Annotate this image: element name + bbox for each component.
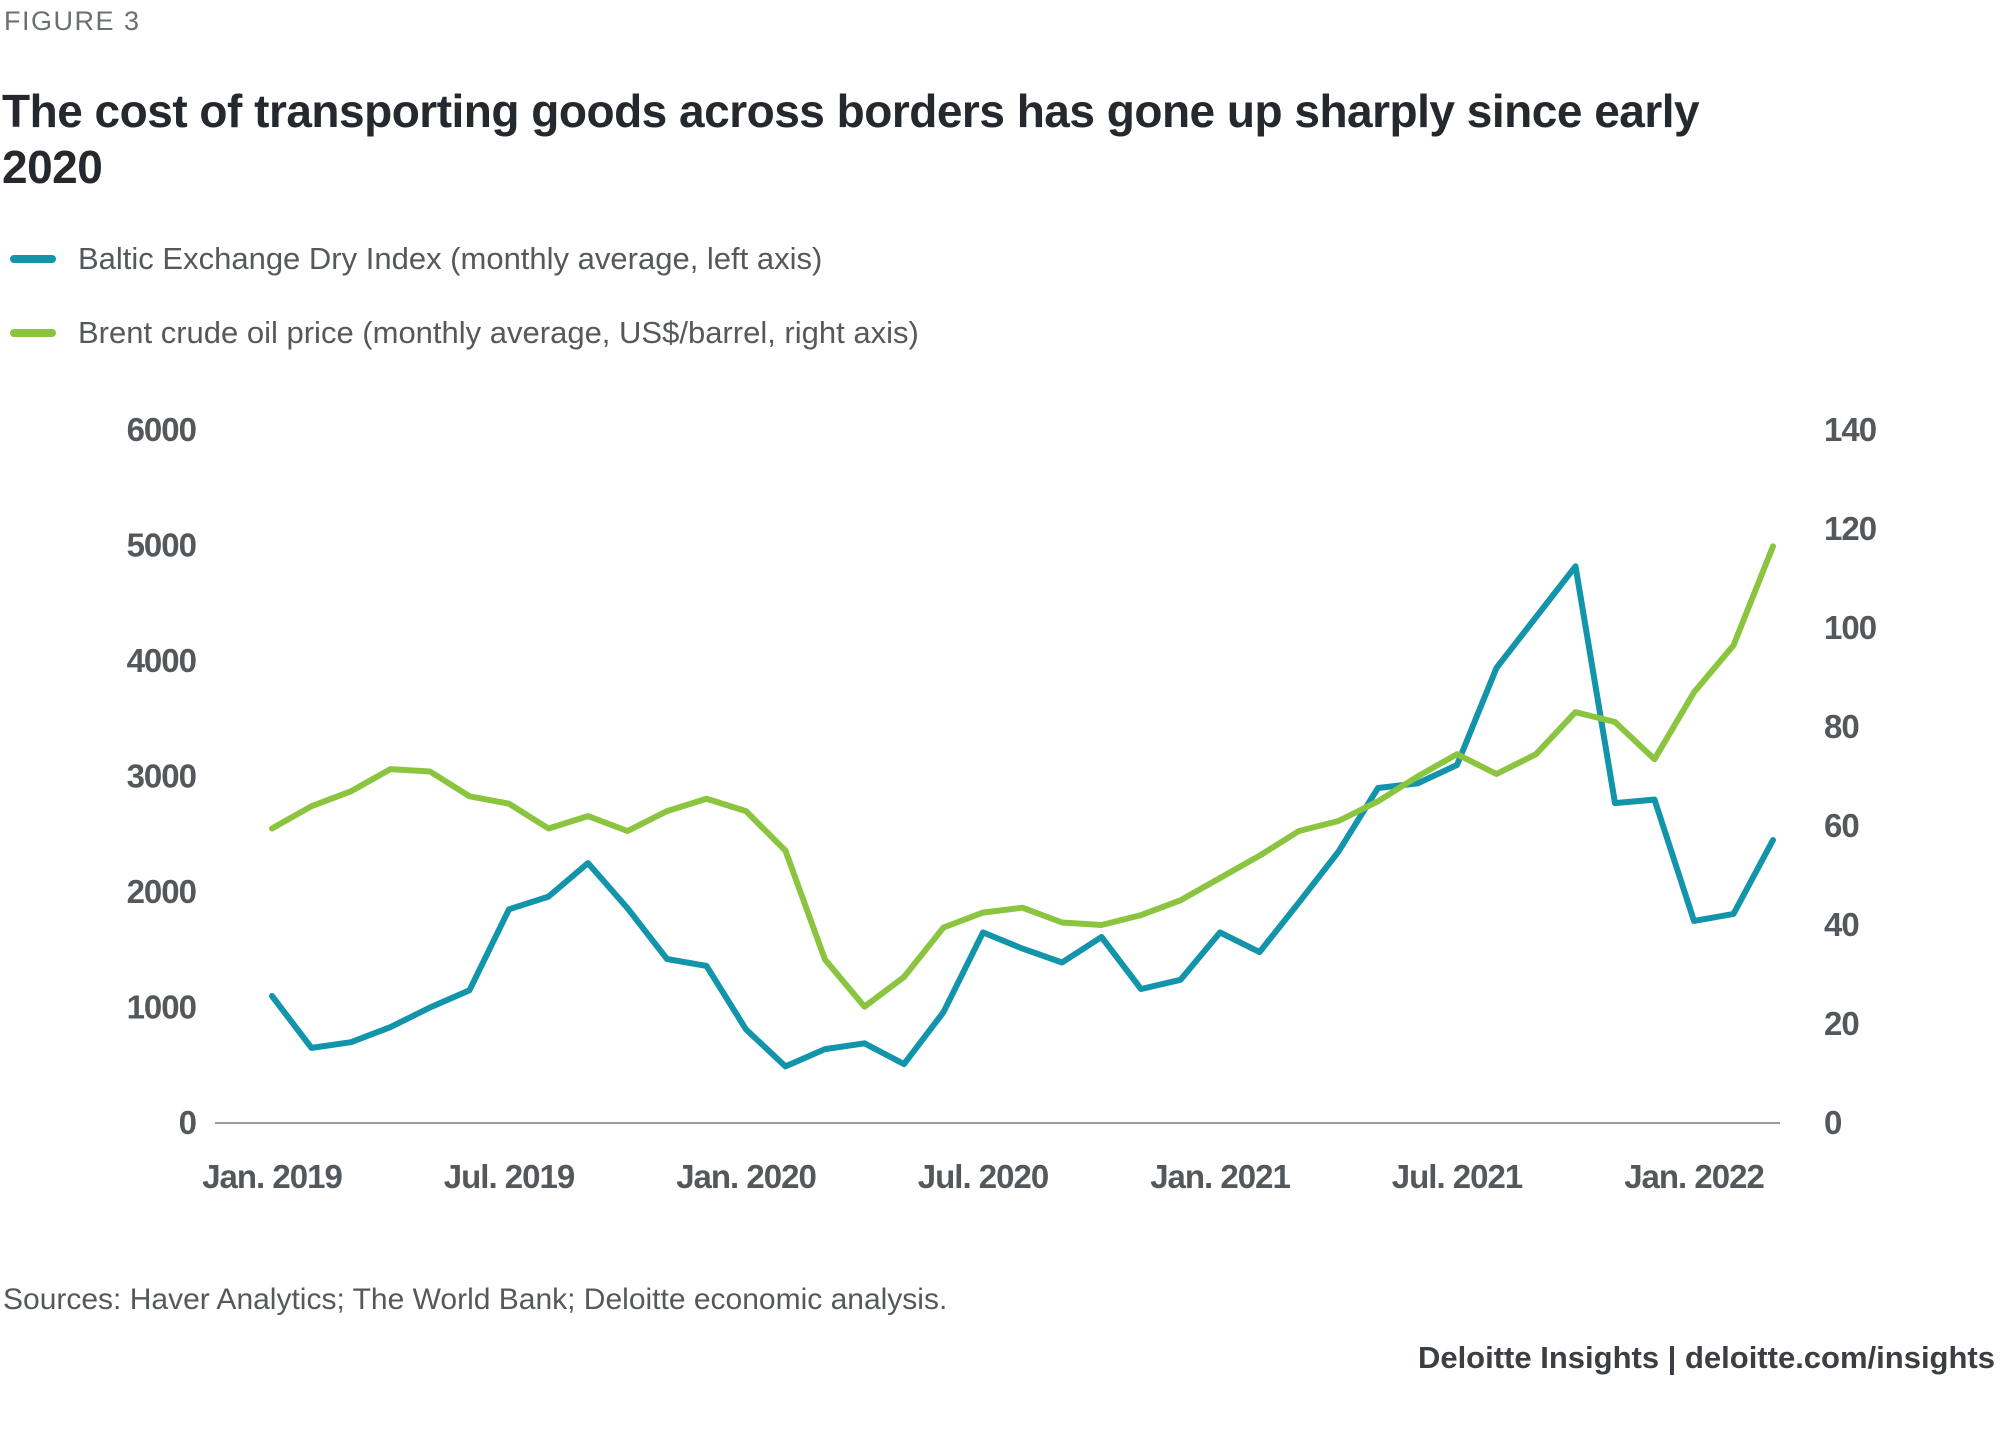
deloitte-insights-footer: Deloitte Insights | deloitte.com/insight… — [1417, 1340, 1995, 1375]
bdi-line — [269, 563, 1776, 1070]
x-axis-tick-jan-2022: Jan. 2022 — [1624, 1158, 1764, 1195]
x-axis-tick-jan-2019: Jan. 2019 — [202, 1158, 342, 1195]
x-axis-tick-jul-2021: Jul. 2021 — [1392, 1158, 1523, 1195]
right-axis-tick-100: 100 — [1824, 609, 1876, 646]
left-axis-tick-3000: 3000 — [127, 758, 196, 795]
chart-legend: Baltic Exchange Dry Index (monthly avera… — [10, 238, 919, 386]
figure-label: FIGURE 3 — [4, 6, 141, 36]
right-axis-tick-0: 0 — [1824, 1104, 1841, 1141]
legend-label-brent: Brent crude oil price (monthly average, … — [78, 315, 919, 350]
left-axis-tick-5000: 5000 — [127, 527, 196, 564]
x-axis-tick-jan-2020: Jan. 2020 — [676, 1158, 816, 1195]
left-axis-tick-6000: 6000 — [127, 411, 196, 448]
chart-title: The cost of transporting goods across bo… — [2, 84, 1700, 193]
brent-line — [269, 543, 1776, 1010]
x-axis-tick-jul-2020: Jul. 2020 — [918, 1158, 1048, 1195]
left-axis-tick-2000: 2000 — [127, 873, 196, 910]
x-axis-tick-jan-2021: Jan. 2021 — [1150, 1158, 1290, 1195]
left-axis-tick-4000: 4000 — [127, 642, 196, 679]
right-axis-tick-140: 140 — [1824, 411, 1876, 448]
brent-line-swatch — [10, 329, 56, 337]
right-axis-tick-120: 120 — [1824, 510, 1876, 547]
x-axis-tick-jul-2019: Jul. 2019 — [444, 1158, 575, 1195]
sources-note: Sources: Haver Analytics; The World Bank… — [3, 1283, 948, 1316]
right-axis-tick-60: 60 — [1824, 807, 1859, 844]
bdi-line-swatch — [10, 255, 56, 263]
legend-label-bdi: Baltic Exchange Dry Index (monthly avera… — [78, 241, 823, 276]
right-axis-tick-80: 80 — [1824, 708, 1859, 745]
legend-item-bdi: Baltic Exchange Dry Index (monthly avera… — [10, 238, 919, 280]
legend-item-brent: Brent crude oil price (monthly average, … — [10, 312, 919, 354]
left-axis-tick-0: 0 — [179, 1104, 196, 1141]
left-axis-tick-1000: 1000 — [127, 989, 196, 1026]
right-axis-tick-20: 20 — [1824, 1005, 1859, 1042]
right-axis-tick-40: 40 — [1824, 906, 1859, 943]
